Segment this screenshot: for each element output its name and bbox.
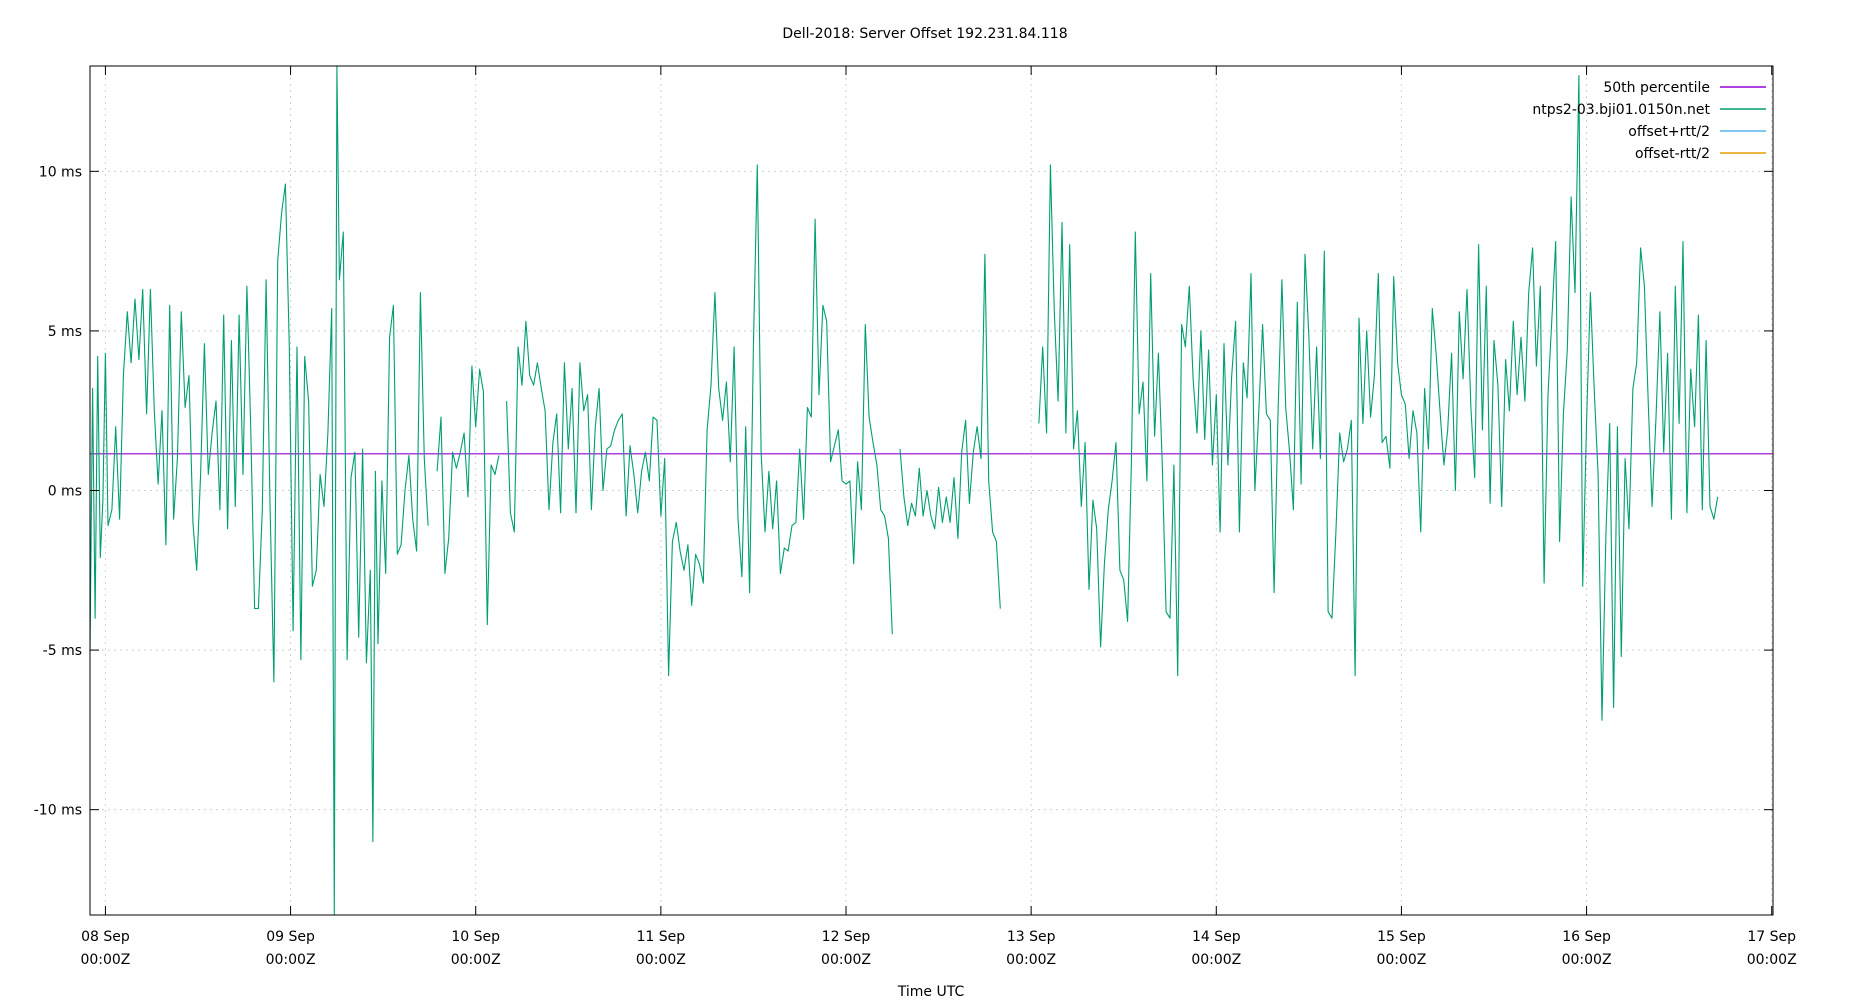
x-tick-label: 13 Sep [1007,929,1056,945]
x-tick-label: 08 Sep [81,929,130,945]
x-tick-label: 00:00Z [451,952,501,968]
x-tick-label: 00:00Z [1562,952,1612,968]
legend-label: offset-rtt/2 [1635,146,1710,162]
x-tick-label: 16 Sep [1562,929,1611,945]
x-tick-label: 10 Sep [451,929,500,945]
legend-label: ntps2-03.bji01.0150n.net [1532,102,1710,118]
series-line-offset [1038,75,1719,721]
y-tick-label: -5 ms [43,643,82,659]
legend: 50th percentile ntps2-03.bji01.0150n.net o… [1532,80,1766,162]
x-tick-label: 15 Sep [1377,929,1426,945]
series-line-offset [506,164,893,677]
x-tick-label: 12 Sep [822,929,871,945]
series-line-offset [436,365,500,626]
chart-title: Dell-2018: Server Offset 192.231.84.118 [782,26,1067,42]
x-tick-label: 00:00Z [1376,952,1426,968]
x-tick-label: 00:00Z [80,952,130,968]
axes: 10 ms 5 ms 0 ms -5 ms -10 ms 08 Sep 00:00Z 09 S… [34,66,1797,968]
y-tick-label: 5 ms [48,324,82,340]
x-tick-label: 17 Sep [1747,929,1796,945]
grid [90,66,1773,915]
x-axis-label: Time UTC [897,984,965,1000]
x-tick-label: 00:00Z [636,952,686,968]
series-line-offset [89,65,429,916]
y-tick-label: 10 ms [39,164,82,180]
x-tick-label: 00:00Z [1747,952,1797,968]
x-tick-label: 00:00Z [1006,952,1056,968]
x-tick-label: 14 Sep [1192,929,1241,945]
series-line-offset [899,253,1001,609]
x-tick-label: 09 Sep [266,929,315,945]
x-tick-label: 00:00Z [266,952,316,968]
x-tick-label: 11 Sep [637,929,686,945]
x-tick-label: 00:00Z [1191,952,1241,968]
y-tick-label: -10 ms [34,803,82,819]
legend-label: offset+rtt/2 [1628,124,1710,140]
y-tick-label: 0 ms [48,484,82,500]
legend-label: 50th percentile [1603,80,1710,96]
plot-area [89,65,1773,916]
x-tick-label: 00:00Z [821,952,871,968]
